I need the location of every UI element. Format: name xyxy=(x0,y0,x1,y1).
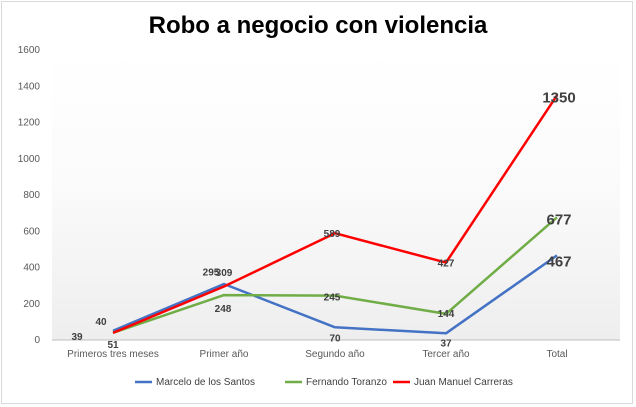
series-line xyxy=(112,216,558,334)
series-line xyxy=(112,94,559,335)
data-label: 40 xyxy=(95,317,107,328)
series-line xyxy=(112,254,558,335)
x-tick-label: Primer año xyxy=(200,349,249,360)
x-tick-label: Segundo año xyxy=(305,349,365,360)
y-axis: 0 200 400 600 800 1000 1200 1400 1600 xyxy=(18,45,41,346)
data-labels: 51 309 70 37 467 40 248 245 144 677 39 295 589 427 135… xyxy=(71,89,575,351)
data-label: 70 xyxy=(329,333,341,344)
y-tick-label: 200 xyxy=(23,299,40,310)
y-tick-label: 600 xyxy=(23,226,40,237)
legend: Marcelo de los Santos Fernando Toranzo Jua… xyxy=(135,377,513,388)
data-label: 677 xyxy=(546,211,571,228)
x-tick-label: Tercer año xyxy=(422,349,470,360)
y-tick-label: 400 xyxy=(23,263,40,274)
y-tick-label: 1000 xyxy=(18,154,41,165)
y-tick-label: 1200 xyxy=(18,118,41,129)
data-label: 427 xyxy=(438,259,455,270)
x-tick-label: Primeros tres meses xyxy=(67,349,159,360)
plot-area xyxy=(52,50,620,340)
data-label: 1350 xyxy=(542,89,575,106)
legend-label: Fernando Toranzo xyxy=(306,377,387,388)
data-label: 39 xyxy=(71,332,83,343)
data-label: 467 xyxy=(546,253,571,270)
y-tick-label: 800 xyxy=(23,190,40,201)
y-tick-label: 1400 xyxy=(18,81,41,92)
x-tick-label: Total xyxy=(546,349,567,360)
data-label: 309 xyxy=(216,268,233,279)
y-tick-label: 0 xyxy=(34,335,40,346)
series-lines xyxy=(112,94,559,335)
data-label: 245 xyxy=(324,293,341,304)
data-label: 295 xyxy=(203,268,220,279)
data-label: 51 xyxy=(107,340,119,351)
legend-label: Marcelo de los Santos xyxy=(156,377,255,388)
legend-label: Juan Manuel Carreras xyxy=(414,377,513,388)
chart-title: Robo a negocio con violencia xyxy=(149,12,488,39)
data-label: 589 xyxy=(324,229,341,240)
data-label: 144 xyxy=(438,309,455,320)
data-label: 37 xyxy=(440,338,452,349)
data-label: 248 xyxy=(215,304,232,315)
y-tick-label: 1600 xyxy=(18,45,41,56)
x-axis: Primeros tres meses Primer año Segundo año… xyxy=(67,349,567,360)
